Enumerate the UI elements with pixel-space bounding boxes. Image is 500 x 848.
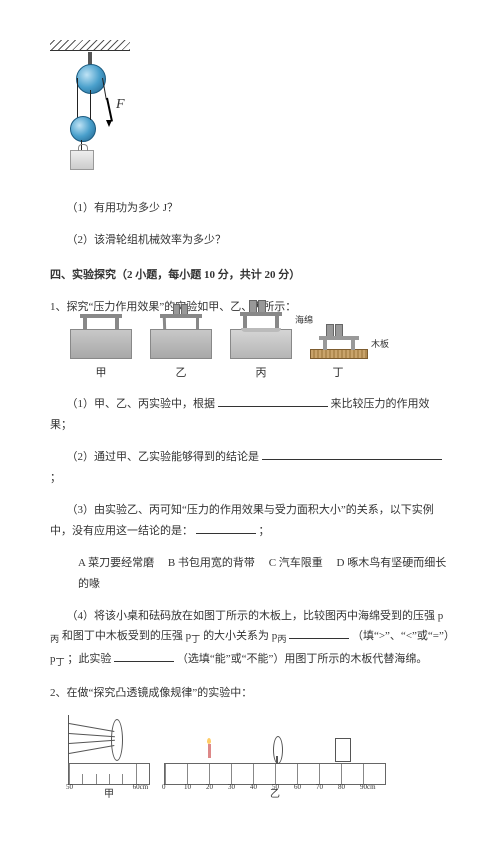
tick-70: 70: [316, 781, 323, 794]
choice-c: C 汽车限重: [269, 557, 323, 569]
sponge-caption: 海绵: [295, 312, 313, 329]
wood-board: 木板: [310, 349, 368, 359]
tick-80: 80: [338, 781, 345, 794]
sub-bing-1: 丙: [50, 635, 59, 645]
tick-50: 50: [66, 781, 73, 794]
blank-4a: [289, 627, 349, 639]
q1-4-text-e: ；此实验: [67, 653, 111, 665]
tick-0: 0: [162, 781, 166, 794]
tick-30: 30: [228, 781, 235, 794]
blank-4b: [114, 650, 174, 662]
q2-stem: 2、在做“探究凸透镜成像规律”的实验中：: [50, 683, 450, 704]
label-jia: 甲: [70, 363, 132, 384]
sponge-yi: [150, 329, 212, 359]
question-sub-1: （1）有用功为多少 J？: [50, 198, 450, 219]
tick-40: 40: [250, 781, 257, 794]
blank-2: [262, 448, 442, 460]
blank-1: [218, 395, 328, 407]
tick-20: 20: [206, 781, 213, 794]
choice-b: B 书包用宽的背带: [168, 557, 255, 569]
movable-pulley: [70, 116, 96, 142]
question-sub-2: （2）该滑轮组机械效率为多少？: [50, 230, 450, 251]
tick-50: 50: [272, 781, 279, 794]
fig-bing: 海绵: [230, 329, 292, 359]
hanging-weight: [70, 150, 94, 170]
fig-jia: [70, 329, 132, 359]
q1-4-text-f: （选填“能”或“不能”）用图丁所示的木板代替海绵。: [177, 653, 428, 665]
fig-yi-lens: 0102030405060708090cm 乙: [164, 763, 386, 804]
pressure-experiment-figures: 海绵 木板: [70, 329, 450, 359]
ceiling-hatch: [50, 40, 130, 51]
pulley-diagram: F: [50, 40, 140, 180]
force-arrow-line: [106, 98, 112, 122]
fig-yi: [150, 329, 212, 359]
convex-lens: [273, 736, 283, 764]
q1-3-text-b: ；: [259, 525, 270, 537]
sub-ding-2: 丁: [56, 657, 65, 667]
fig-ding: 木板: [310, 349, 366, 359]
q1-part4: （4）将该小桌和砝码放在如图丁所示的木板上，比较图丙中海绵受到的压强 p 丙 和图…: [50, 606, 450, 672]
fig-labels-row: 甲 乙 丙 丁: [70, 363, 450, 384]
lens-holder: [276, 756, 278, 764]
q1-4-text-a: （4）将该小桌和砝码放在如图丁所示的木板上，比较图丙中海绵受到的压强 p: [67, 610, 444, 622]
lens-experiment-figures: 50 60cm 甲 0102030405060708090cm 乙: [68, 715, 450, 804]
sub-bing-2: 丙: [277, 635, 286, 645]
q1-4-text-b: 和图丁中木板受到的压强 p: [62, 630, 191, 642]
rope-inner: [90, 90, 91, 120]
fig-jia-lens: 50 60cm 甲: [68, 715, 150, 804]
tick-90cm: 90cm: [360, 781, 376, 794]
q1-2-text-b: ；: [50, 472, 61, 484]
label-yi: 乙: [150, 363, 212, 384]
q1-part3: （3）由实验乙、丙可知“压力的作用效果与受力面积大小”的关系，以下实例中，没有应…: [50, 500, 450, 542]
q1-choices: A 菜刀要经常磨 B 书包用宽的背带 C 汽车限重 D 啄木鸟有坚硬而细长的喙: [78, 553, 450, 595]
tick-60: 60: [294, 781, 301, 794]
q1-part2: （2）通过甲、乙实验能够得到的结论是 ；: [50, 447, 450, 489]
label-bing: 丙: [230, 363, 292, 384]
screen: [335, 738, 351, 762]
sub-ding-1: 丁: [191, 635, 200, 645]
q1-1-text-a: （1）甲、乙、丙实验中，根据: [67, 398, 216, 410]
tick-10: 10: [184, 781, 191, 794]
ruler-small: 50 60cm: [68, 763, 150, 785]
label-ding: 丁: [310, 363, 366, 384]
blank-3: [196, 522, 256, 534]
candle: [207, 738, 211, 758]
rope-left: [77, 78, 78, 118]
q1-4-text-c: 的大小关系为 p: [203, 630, 277, 642]
q1-part1: （1）甲、乙、丙实验中，根据 来比较压力的作用效果；: [50, 394, 450, 436]
force-arrow-head: [106, 120, 112, 127]
ruler-large: 0102030405060708090cm: [164, 763, 386, 785]
force-label: F: [116, 92, 125, 119]
tick-60cm: 60cm: [133, 781, 149, 794]
wood-caption: 木板: [371, 336, 389, 353]
lens-ray-diagram: [68, 715, 141, 763]
sponge-bing: 海绵: [230, 329, 292, 359]
q1-2-text-a: （2）通过甲、乙实验能够得到的结论是: [67, 451, 260, 463]
sponge-jia: [70, 329, 132, 359]
section-4-title: 四、实验探究（2 小题，每小题 10 分，共计 20 分）: [50, 265, 450, 286]
choice-a: A 菜刀要经常磨: [78, 557, 154, 569]
